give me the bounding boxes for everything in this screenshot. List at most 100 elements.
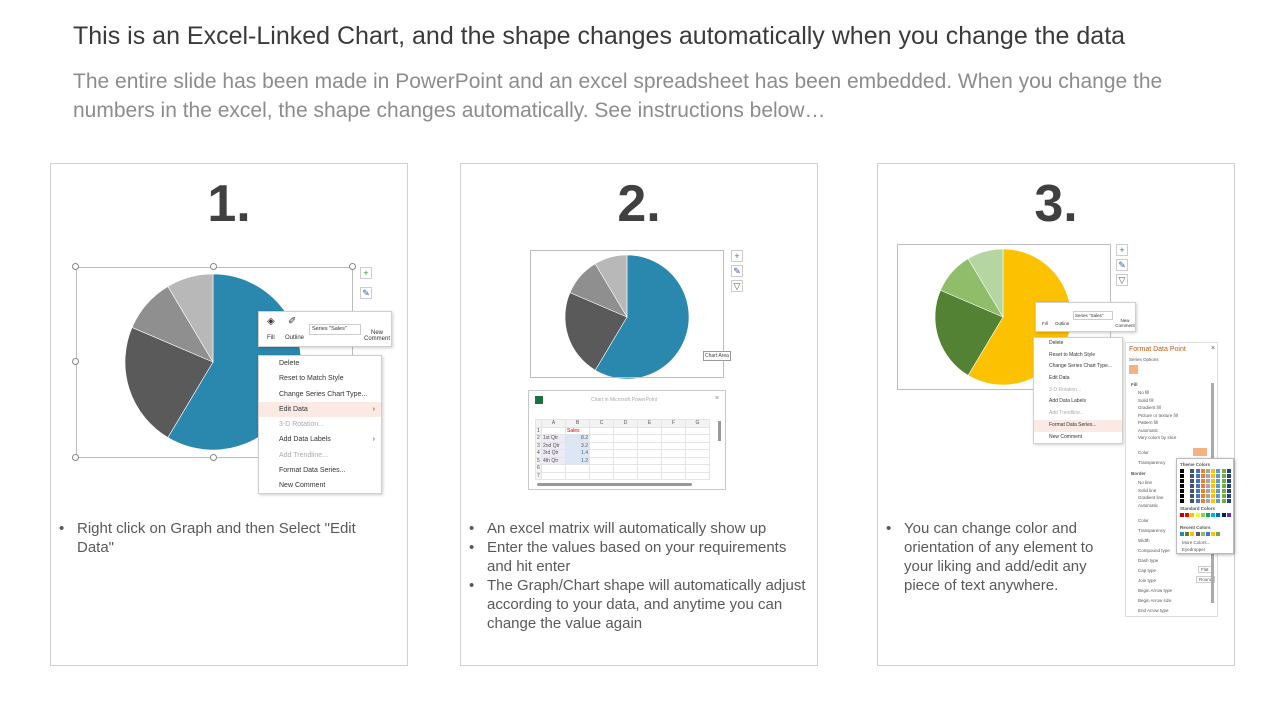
- join-type-select[interactable]: Round: [1196, 576, 1216, 583]
- cell[interactable]: [613, 471, 638, 480]
- color-swatch[interactable]: [1211, 513, 1216, 517]
- cell[interactable]: 8.2: [565, 434, 590, 443]
- color-swatch[interactable]: [1195, 494, 1200, 498]
- outline-icon[interactable]: ✐: [288, 316, 297, 327]
- series-options-dropdown[interactable]: Series Options: [1129, 357, 1159, 362]
- color-swatch[interactable]: [1180, 474, 1184, 478]
- column-header[interactable]: E: [637, 419, 662, 428]
- resize-handle[interactable]: [72, 263, 79, 270]
- resize-handle[interactable]: [349, 263, 356, 270]
- color-swatch[interactable]: [1200, 494, 1205, 498]
- color-swatch[interactable]: [1195, 479, 1200, 483]
- color-swatch[interactable]: [1216, 494, 1221, 498]
- option[interactable]: Gradient fill: [1138, 405, 1161, 410]
- color-swatch[interactable]: [1226, 484, 1231, 488]
- option[interactable]: Begin Arrow type: [1138, 588, 1173, 593]
- eyedropper-button[interactable]: Eyedropper: [1182, 547, 1206, 552]
- cell[interactable]: [613, 426, 638, 435]
- color-swatch[interactable]: [1211, 474, 1216, 478]
- option[interactable]: Vary colors by slice: [1138, 435, 1177, 440]
- color-swatch[interactable]: [1195, 532, 1200, 536]
- color-swatch[interactable]: [1185, 494, 1190, 498]
- color-swatch[interactable]: [1226, 474, 1231, 478]
- option[interactable]: Pattern fill: [1138, 420, 1159, 425]
- color-swatch[interactable]: [1200, 489, 1205, 493]
- cell[interactable]: 4th Qtr: [541, 456, 566, 465]
- color-swatch[interactable]: [1190, 479, 1195, 483]
- color-swatch[interactable]: [1180, 489, 1184, 493]
- color-swatch[interactable]: [1211, 479, 1216, 483]
- cell[interactable]: [613, 449, 638, 458]
- option[interactable]: Width: [1138, 538, 1150, 543]
- cell[interactable]: [637, 434, 662, 443]
- menu-item-reset[interactable]: Reset to Match Style: [279, 375, 344, 383]
- chart-styles-brush-icon[interactable]: ✎: [731, 265, 743, 277]
- resize-handle[interactable]: [210, 263, 217, 270]
- option[interactable]: Cap type: [1138, 568, 1157, 573]
- cell[interactable]: [541, 426, 566, 435]
- column-header[interactable]: D: [613, 419, 638, 428]
- option[interactable]: Solid line: [1138, 487, 1157, 493]
- color-swatch[interactable]: [1216, 479, 1221, 483]
- color-swatch[interactable]: [1216, 532, 1221, 536]
- series-dropdown[interactable]: Series "Sales": [1073, 311, 1113, 320]
- chart-elements-plus-icon[interactable]: +: [360, 267, 372, 279]
- pie-slice-1st-qtr[interactable]: [594, 254, 690, 380]
- option[interactable]: No fill: [1138, 390, 1150, 395]
- color-swatch[interactable]: [1195, 489, 1200, 493]
- cell[interactable]: [661, 471, 686, 480]
- color-swatch[interactable]: [1221, 474, 1226, 478]
- color-swatch[interactable]: [1185, 532, 1190, 536]
- menu-item[interactable]: New Comment: [1049, 433, 1083, 440]
- color-swatch[interactable]: [1216, 474, 1221, 478]
- color-swatch[interactable]: [1226, 489, 1231, 493]
- chart-styles-brush-icon[interactable]: ✎: [1116, 259, 1128, 271]
- cell[interactable]: [541, 471, 566, 480]
- color-swatch[interactable]: [1200, 474, 1205, 478]
- option[interactable]: End Arrow type: [1138, 608, 1169, 613]
- color-swatch[interactable]: [1221, 499, 1226, 503]
- outline-button[interactable]: Outline: [1055, 321, 1070, 326]
- cell[interactable]: [637, 471, 662, 480]
- color-swatch[interactable]: [1216, 484, 1221, 488]
- color-swatch[interactable]: [1180, 532, 1184, 536]
- cell[interactable]: [661, 426, 686, 435]
- cell[interactable]: [613, 456, 638, 465]
- outline-button[interactable]: Outline: [285, 335, 305, 341]
- color-swatch[interactable]: [1221, 484, 1226, 488]
- option[interactable]: Join type: [1138, 578, 1157, 583]
- color-swatch[interactable]: [1185, 484, 1190, 488]
- color-swatch[interactable]: [1211, 532, 1216, 536]
- option[interactable]: Dash type: [1138, 558, 1159, 563]
- pie-slice-2nd-qtr[interactable]: [934, 289, 1004, 376]
- menu-item-delete[interactable]: Delete: [279, 360, 300, 367]
- color-swatch[interactable]: [1206, 494, 1210, 498]
- option[interactable]: No line: [1138, 480, 1153, 485]
- fill-section[interactable]: Fill: [1131, 382, 1138, 387]
- cell[interactable]: [613, 464, 638, 473]
- color-swatch[interactable]: [1185, 469, 1190, 473]
- color-swatch[interactable]: [1190, 494, 1195, 498]
- color-swatch[interactable]: [1180, 469, 1184, 473]
- cell[interactable]: [637, 464, 662, 473]
- pie-slice-2nd-qtr[interactable]: [564, 292, 628, 371]
- cell[interactable]: [685, 441, 710, 450]
- chart-elements-plus-icon[interactable]: +: [731, 250, 743, 262]
- cell[interactable]: 1st Qtr: [541, 434, 566, 443]
- chart-selection-box[interactable]: [530, 250, 724, 378]
- color-swatch[interactable]: [1211, 469, 1216, 473]
- option[interactable]: Begin Arrow size: [1138, 598, 1172, 603]
- cell[interactable]: [637, 441, 662, 450]
- color-swatch[interactable]: [1200, 499, 1205, 503]
- cell[interactable]: [661, 441, 686, 450]
- color-swatch[interactable]: [1211, 494, 1216, 498]
- cell[interactable]: [589, 434, 614, 443]
- menu-item-edit-data[interactable]: Edit Data: [259, 401, 381, 418]
- pie-slice-4th-qtr[interactable]: [594, 254, 628, 319]
- color-swatch[interactable]: [1226, 469, 1231, 473]
- more-colors-button[interactable]: More Colors...: [1182, 540, 1211, 545]
- column-header[interactable]: C: [589, 419, 614, 428]
- color-swatch[interactable]: [1180, 513, 1184, 517]
- color-swatch[interactable]: [1200, 479, 1205, 483]
- fill-button[interactable]: Fill: [1042, 321, 1048, 326]
